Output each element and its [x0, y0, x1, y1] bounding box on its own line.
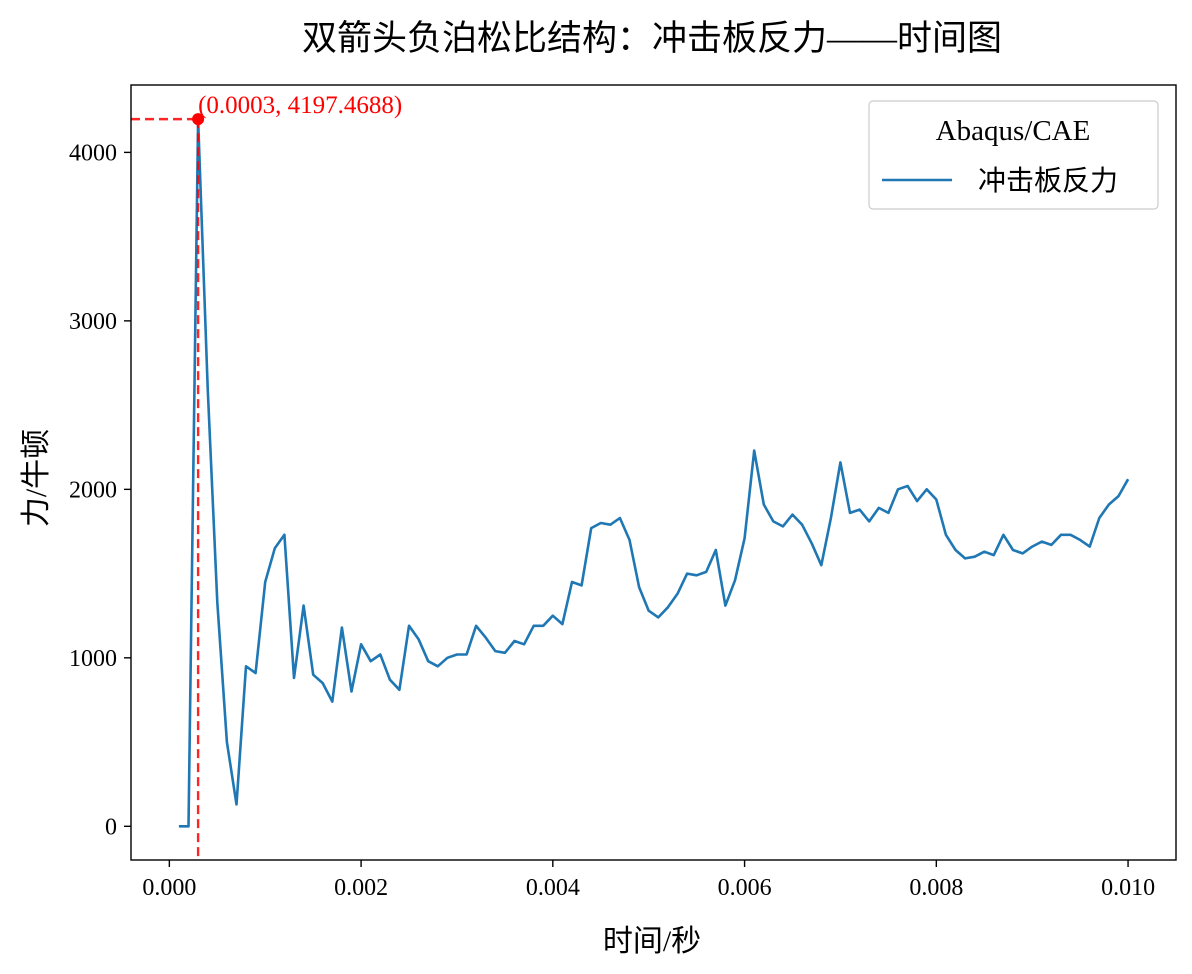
plot-frame — [130, 84, 1177, 861]
y-tick-label: 3000 — [69, 309, 117, 335]
legend-label: 冲击板反力 — [978, 165, 1118, 197]
legend-box — [868, 100, 1159, 210]
legend-title: Abaqus/CAE — [936, 115, 1091, 147]
x-tick-label: 0.006 — [718, 875, 772, 901]
y-axis-title: 力/牛顿 — [20, 429, 53, 527]
x-tick-label: 0.002 — [334, 875, 388, 901]
x-tick-label: 0.010 — [1101, 875, 1155, 901]
x-axis: 0.000 0.002 0.004 0.006 0.008 0.010 — [142, 860, 1155, 901]
y-tick-label: 0 — [105, 814, 117, 840]
y-tick-label: 4000 — [69, 140, 117, 166]
chart-title: 双箭头负泊松比结构：冲击板反力——时间图 — [302, 19, 1002, 58]
series-line — [178, 117, 1130, 828]
x-tick-label: 0.000 — [142, 875, 196, 901]
legend: Abaqus/CAE 冲击板反力 — [868, 100, 1159, 210]
y-tick-label: 1000 — [69, 646, 117, 672]
peak-marker — [192, 113, 205, 126]
y-tick-label: 2000 — [69, 477, 117, 503]
annotation-label: (0.0003, 4197.4688) — [198, 92, 402, 119]
x-tick-label: 0.004 — [526, 875, 580, 901]
y-axis: 0 1000 2000 3000 4000 — [69, 140, 131, 840]
x-axis-title: 时间/秒 — [603, 925, 701, 958]
x-tick-label: 0.008 — [909, 875, 963, 901]
plot-area: (0.0003, 4197.4688) — [131, 92, 1130, 860]
